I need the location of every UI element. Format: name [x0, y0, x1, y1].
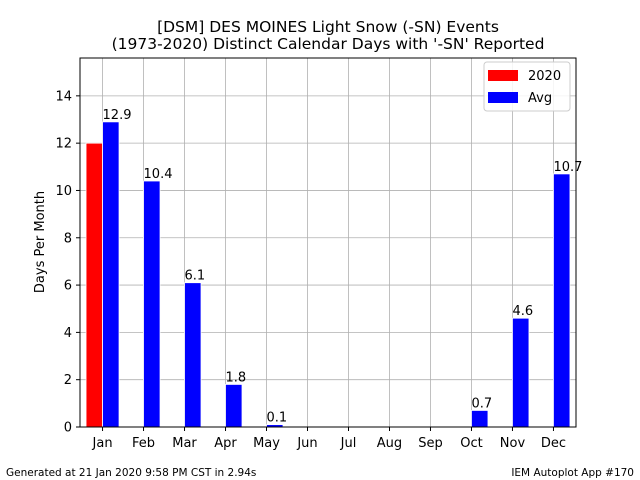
x-tick-label: Sep — [418, 436, 443, 451]
bar-2020-jan — [85, 142, 103, 428]
bar-avg-apr — [225, 384, 243, 428]
data-label-nov: 4.6 — [512, 304, 533, 319]
data-label-feb: 10.4 — [144, 167, 173, 182]
y-tick-label: 8 — [64, 231, 72, 246]
bar-avg-nov — [512, 317, 530, 428]
y-tick-label: 10 — [55, 184, 72, 199]
bar-avg-jan — [102, 121, 120, 428]
legend-swatch-2020 — [488, 70, 518, 81]
y-axis-label: Days Per Month — [33, 191, 48, 293]
x-tick-label: Oct — [460, 436, 482, 451]
x-tick-label: Aug — [377, 436, 402, 451]
data-label-oct: 0.7 — [471, 396, 492, 411]
chart-title-line1: [DSM] DES MOINES Light Snow (-SN) Events — [157, 18, 499, 36]
legend-swatch-avg — [488, 92, 518, 103]
bar-avg-mar — [184, 282, 202, 428]
grid — [80, 58, 576, 428]
bar-labels: 12.9 10.4 6.1 1.8 0.1 0.7 4.6 10.7 — [103, 108, 583, 426]
legend: 2020 Avg — [483, 61, 571, 112]
y-tick-label: 12 — [55, 137, 72, 152]
bar-avg-oct — [471, 410, 489, 428]
y-axis: 0 2 4 6 8 10 12 14 — [55, 89, 80, 436]
x-tick-label: Dec — [541, 436, 566, 451]
x-tick-label: Mar — [172, 436, 197, 451]
x-tick-label: Nov — [500, 436, 526, 451]
x-axis: Jan Feb Mar Apr May Jun Jul Aug Sep Oct Nov Dec — [92, 427, 566, 451]
x-tick-label: Jun — [296, 436, 317, 451]
footer-generated-text: Generated at 21 Jan 2020 9:58 PM CST in … — [6, 467, 256, 479]
y-tick-label: 2 — [64, 373, 72, 388]
data-label-may: 0.1 — [267, 411, 288, 426]
plot-frame — [79, 57, 577, 428]
footer-app-text: IEM Autoplot App #170 — [511, 467, 634, 479]
x-tick-label: Apr — [214, 436, 237, 451]
bar-avg-feb — [143, 180, 161, 428]
x-tick-label: Jan — [92, 436, 113, 451]
legend-label-2020: 2020 — [528, 69, 561, 84]
x-tick-label: Feb — [132, 436, 155, 451]
data-label-apr: 1.8 — [226, 370, 247, 385]
x-tick-label: Jul — [340, 436, 357, 451]
y-tick-label: 14 — [55, 89, 72, 104]
data-label-mar: 6.1 — [185, 269, 206, 284]
y-tick-label: 4 — [64, 326, 72, 341]
legend-label-avg: Avg — [528, 91, 552, 106]
bar-avg-dec — [553, 173, 571, 428]
x-tick-label: May — [253, 436, 280, 451]
y-tick-label: 0 — [64, 421, 72, 436]
y-tick-label: 6 — [64, 279, 72, 294]
chart-title-line2: (1973-2020) Distinct Calendar Days with … — [112, 35, 545, 53]
data-label-jan: 12.9 — [103, 108, 132, 123]
data-label-dec: 10.7 — [553, 160, 582, 175]
